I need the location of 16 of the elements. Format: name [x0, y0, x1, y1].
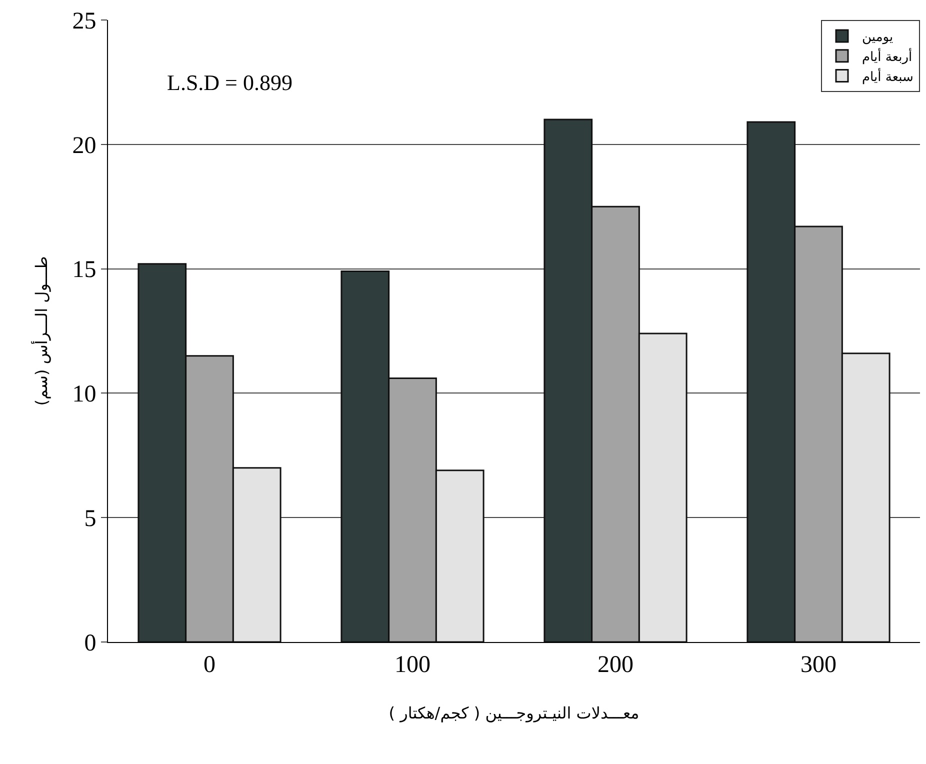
legend-label: أربعة أيام — [862, 48, 912, 65]
x-tick-label: 200 — [598, 652, 634, 678]
x-tick-label: 100 — [394, 652, 430, 678]
y-tick-label: 10 — [72, 382, 96, 408]
x-tick-label: 0 — [204, 652, 216, 678]
y-axis-title: طـــول الـــرأس (سم) — [31, 256, 52, 406]
legend-label: سبعة أيام — [862, 68, 914, 85]
y-tick-label: 5 — [84, 506, 96, 532]
y-tick-label: 20 — [72, 132, 96, 159]
x-tick-label: 300 — [800, 652, 836, 678]
y-tick-label: 15 — [72, 257, 96, 284]
y-tick-label: 25 — [72, 8, 96, 34]
legend-label: يومين — [862, 30, 894, 46]
annotation: L.S.D = 0.899 — [167, 70, 292, 95]
x-axis-title: معـــدلات النيـتروجـــين ( كجم/هكتار ) — [388, 704, 640, 722]
y-tick-label: 0 — [84, 630, 96, 656]
